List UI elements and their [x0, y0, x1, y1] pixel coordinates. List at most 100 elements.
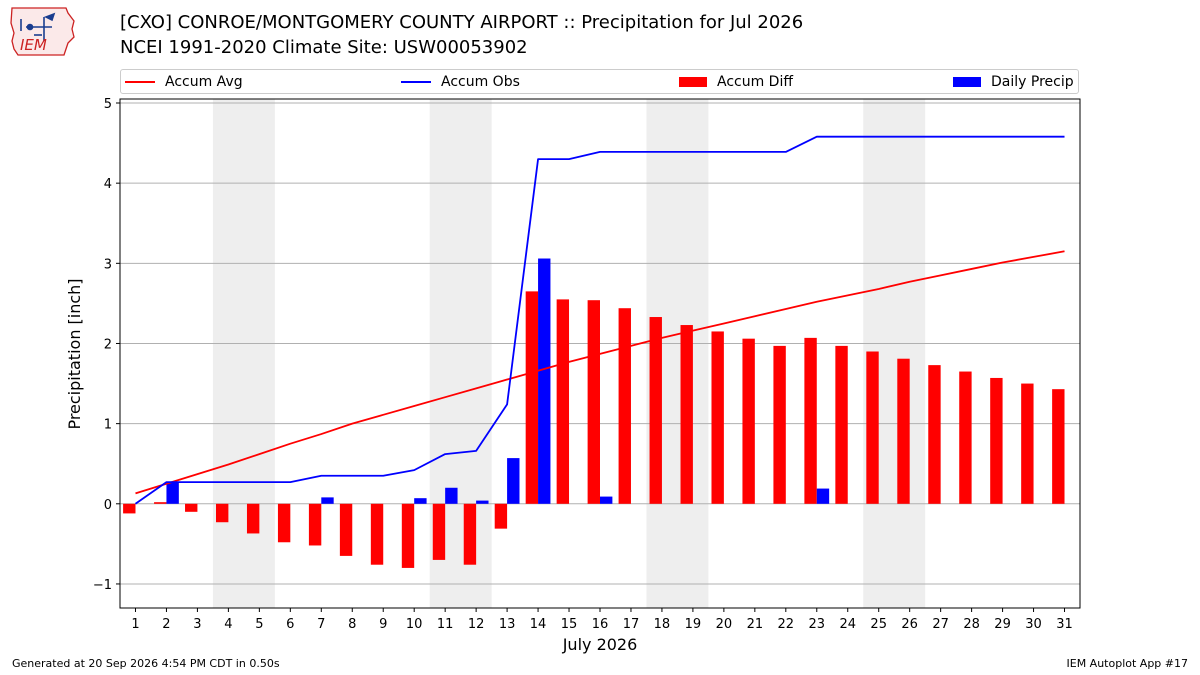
x-tick-label: 2: [162, 617, 170, 632]
y-axis-label: Precipitation [inch]: [65, 278, 84, 429]
legend-item-accum-obs: Accum Obs: [401, 72, 520, 92]
legend-swatch-accum-obs: [401, 81, 431, 83]
chart-legend: Accum Avg Accum Obs Accum Diff Daily Pre…: [120, 69, 1079, 94]
accum-diff-bar: [123, 503, 136, 514]
y-tick-label: 2: [104, 337, 112, 352]
x-tick-label: 17: [623, 617, 640, 632]
x-tick-label: 8: [348, 617, 356, 632]
accum-diff-bar: [525, 291, 539, 504]
x-axis-label: July 2026: [562, 635, 638, 654]
x-tick-label: 10: [406, 617, 423, 632]
series-lines: [134, 135, 1065, 505]
x-tick-label: 25: [870, 617, 887, 632]
accum-avg-line: [135, 250, 1065, 495]
daily-precip-bar: [600, 496, 613, 504]
daily-precip-bar: [166, 482, 179, 504]
accum-diff-bar: [618, 308, 631, 504]
x-tick-label: 27: [932, 617, 949, 632]
weekend-shading: [212, 99, 926, 608]
x-tick-label: 11: [437, 617, 454, 632]
weather-station-icon: [20, 12, 56, 41]
x-tick-label: 3: [193, 617, 201, 632]
accum-diff-bar: [649, 317, 662, 504]
daily-precip-bar: [816, 488, 830, 504]
accum-diff-bar: [246, 503, 260, 534]
legend-item-accum-diff: Accum Diff: [679, 72, 793, 92]
iowa-outline-icon: [10, 7, 75, 56]
x-tick-label: 6: [286, 617, 294, 632]
daily-precip-bar: [414, 498, 427, 504]
legend-label-daily-precip: Daily Precip: [991, 74, 1074, 90]
x-tick-label: 28: [963, 617, 980, 632]
daily-precip-bar: [445, 487, 458, 504]
accum-diff-bar: [959, 371, 972, 504]
legend-item-daily-precip: Daily Precip: [953, 72, 1074, 92]
accum-diff-bar: [1052, 389, 1065, 504]
accum-diff-bar: [308, 503, 322, 546]
x-tick-label: 31: [1056, 617, 1073, 632]
daily-precip-bar: [538, 258, 551, 504]
x-tick-label: 4: [224, 617, 232, 632]
bars: [123, 258, 1065, 568]
y-tick-label: 1: [104, 418, 112, 433]
logo-text: IEM: [20, 36, 47, 54]
y-tick-label: 0: [104, 498, 112, 513]
x-tick-label: 12: [468, 617, 485, 632]
x-tick-label: 9: [379, 617, 387, 632]
legend-label-accum-obs: Accum Obs: [441, 74, 520, 90]
accum-diff-bar: [711, 331, 724, 504]
accum-diff-bar: [277, 503, 291, 543]
daily-precip-bar: [476, 500, 489, 504]
accum-diff-bar: [556, 299, 570, 504]
x-tick-label: 24: [839, 617, 856, 632]
x-tick-label: 15: [561, 617, 578, 632]
iem-logo: IEM: [10, 7, 75, 56]
x-tick-label: 7: [317, 617, 325, 632]
daily-precip-bar: [507, 458, 520, 504]
x-tick-label: 26: [901, 617, 918, 632]
app-label: IEM Autoplot App #17: [1066, 657, 1189, 670]
legend-label-accum-diff: Accum Diff: [717, 74, 794, 90]
x-tick-label: 22: [778, 617, 795, 632]
legend-item-accum-avg: Accum Avg: [125, 72, 243, 92]
accum-diff-bar: [401, 503, 415, 568]
y-tick-label: −1: [93, 578, 112, 593]
accum-diff-bar: [804, 337, 817, 504]
accum-diff-bar: [432, 503, 446, 560]
x-tick-label: 14: [530, 617, 547, 632]
x-tick-label: 23: [809, 617, 826, 632]
x-tick-label: 16: [592, 617, 609, 632]
accum-diff-bar: [1021, 383, 1034, 504]
daily-precip-bar: [321, 497, 334, 504]
accum-diff-bar: [773, 345, 786, 504]
accum-diff-bar: [185, 503, 198, 512]
x-tick-label: 30: [1025, 617, 1042, 632]
accum-diff-bar: [835, 345, 848, 504]
legend-swatch-daily-precip: [953, 77, 981, 87]
accum-obs-line: [134, 135, 1065, 505]
legend-swatch-accum-avg: [125, 81, 155, 83]
accum-diff-bar: [680, 325, 693, 504]
y-tick-label: 5: [104, 97, 112, 112]
accum-diff-bar: [928, 365, 941, 504]
accum-diff-bar: [154, 502, 167, 504]
x-tick-label: 18: [654, 617, 671, 632]
x-tick-label: 5: [255, 617, 263, 632]
accum-diff-bar: [370, 503, 384, 565]
weekend-shade: [212, 99, 275, 608]
accum-diff-bar: [339, 503, 353, 556]
accum-diff-bar: [463, 503, 477, 565]
x-tick-label: 19: [685, 617, 702, 632]
accum-diff-bar: [216, 503, 229, 523]
accum-diff-bar: [742, 338, 755, 504]
accum-diff-bar: [494, 503, 508, 529]
chart-title: [CXO] CONROE/MONTGOMERY COUNTY AIRPORT :…: [120, 12, 804, 33]
x-tick-label: 13: [499, 617, 516, 632]
y-tick-label: 4: [104, 177, 112, 192]
x-tick-label: 21: [747, 617, 764, 632]
chart-subtitle: NCEI 1991-2020 Climate Site: USW00053902: [120, 37, 528, 58]
legend-swatch-accum-diff: [679, 77, 707, 87]
accum-diff-bar: [897, 358, 910, 504]
